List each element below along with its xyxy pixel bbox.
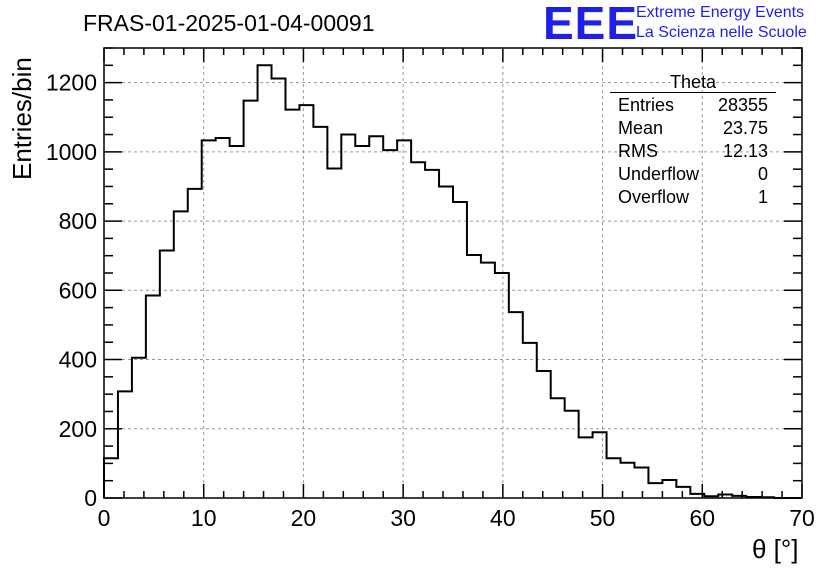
stats-value: 23.75 bbox=[722, 118, 768, 138]
x-tick-label: 0 bbox=[98, 505, 111, 531]
stats-label: Mean bbox=[618, 118, 664, 138]
x-tick-label: 20 bbox=[291, 505, 317, 531]
x-tick-label: 70 bbox=[789, 505, 815, 531]
stats-label: Entries bbox=[618, 95, 675, 115]
eee-logo-mark: EEE bbox=[543, 0, 639, 49]
stats-value: 1 bbox=[757, 187, 768, 207]
grid-lines bbox=[104, 48, 802, 498]
y-axis-label: Entries/bin bbox=[7, 57, 37, 180]
stats-row-mean: Mean 23.75 bbox=[610, 117, 776, 140]
stats-box-title: Theta bbox=[610, 72, 776, 93]
stats-box: Theta Entries 28355 Mean 23.75 RMS 12.13… bbox=[610, 72, 776, 209]
y-tick-label: 400 bbox=[59, 347, 97, 373]
x-tick-label: 60 bbox=[689, 505, 715, 531]
stats-label: Underflow bbox=[618, 164, 700, 184]
stats-row-underflow: Underflow 0 bbox=[610, 163, 776, 186]
x-tick-label: 10 bbox=[191, 505, 217, 531]
stats-row-overflow: Overflow 1 bbox=[610, 186, 776, 209]
stats-label: RMS bbox=[618, 141, 658, 161]
y-tick-label: 600 bbox=[59, 277, 97, 303]
x-tick-label: 40 bbox=[490, 505, 516, 531]
stats-label: Overflow bbox=[618, 187, 690, 207]
x-axis-label: θ [°] bbox=[752, 534, 799, 564]
y-tick-label: 800 bbox=[59, 208, 97, 234]
chart-title: FRAS-01-2025-01-04-00091 bbox=[83, 10, 375, 36]
y-tick-label: 1000 bbox=[46, 139, 97, 165]
y-tick-label: 1200 bbox=[46, 70, 97, 96]
y-tick-label: 0 bbox=[84, 485, 97, 511]
stats-row-entries: Entries 28355 bbox=[610, 94, 776, 117]
axis-ticks bbox=[103, 47, 803, 499]
stats-value: 28355 bbox=[717, 95, 768, 115]
x-tick-label: 30 bbox=[390, 505, 416, 531]
y-tick-label: 200 bbox=[59, 416, 97, 442]
logo-line-2: La Scienza nelle Scuole bbox=[636, 24, 807, 41]
histogram-outline bbox=[103, 64, 802, 499]
stats-row-rms: RMS 12.13 bbox=[610, 140, 776, 163]
stats-value: 0 bbox=[757, 164, 768, 184]
logo-line-1: Extreme Energy Events bbox=[636, 4, 805, 21]
x-tick-label: 50 bbox=[590, 505, 616, 531]
stats-value: 12.13 bbox=[722, 141, 768, 161]
